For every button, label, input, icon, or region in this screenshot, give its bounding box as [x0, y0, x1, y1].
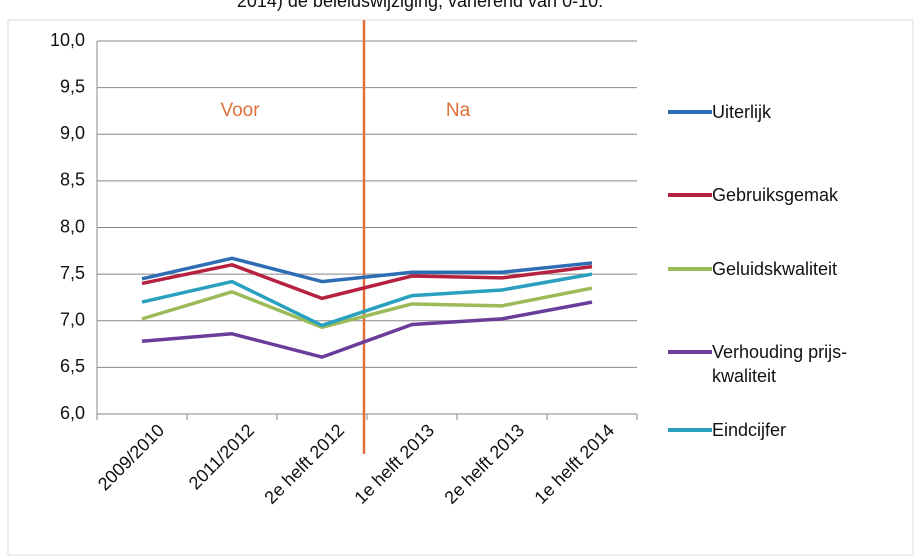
y-tick-label: 6,0: [60, 403, 85, 423]
legend-swatch: [668, 110, 712, 114]
series-line: [141, 256, 593, 284]
legend-label: Uiterlijk: [712, 102, 772, 122]
y-tick-label: 7,0: [60, 310, 85, 330]
legend-item: Gebruiksgemak: [668, 183, 862, 207]
x-tick-label: 2011/2012: [185, 420, 258, 493]
y-tick-label: 9,5: [60, 76, 85, 96]
series-line: [141, 286, 593, 330]
x-tick-label: 1e helft 2014: [530, 420, 618, 508]
legend-label: Verhouding prijs-kwaliteit: [712, 342, 848, 386]
series-line: [141, 263, 593, 301]
legend-item: Eindcijfer: [668, 418, 862, 442]
x-tick-label: 2009/2010: [94, 420, 168, 494]
legend-swatch: [668, 267, 712, 271]
y-tick-label: 7,5: [60, 263, 85, 283]
legend-item: Verhouding prijs-kwaliteit: [668, 340, 862, 388]
annotation: Na: [446, 100, 471, 121]
legend-swatch: [668, 350, 712, 354]
legend-swatch: [668, 193, 712, 197]
legend-item: Uiterlijk: [668, 100, 862, 124]
legend-swatch: [668, 428, 712, 432]
y-tick-label: 8,0: [60, 216, 85, 236]
chart-border: [7, 19, 914, 556]
y-tick-label: 8,5: [60, 170, 85, 190]
legend-label: Geluidskwaliteit: [712, 259, 838, 279]
x-tick-label: 2e helft 2013: [440, 420, 528, 508]
annotation: Voor: [220, 100, 260, 121]
series-line: [141, 300, 593, 359]
legend-item: Geluidskwaliteit: [668, 257, 862, 281]
chart-title: 2014) de beleidswijziging, variërend van…: [237, 0, 603, 11]
x-tick-label: 2e helft 2012: [260, 420, 348, 508]
legend-label: Gebruiksgemak: [712, 185, 839, 205]
series-line: [141, 272, 593, 328]
y-tick-label: 10,0: [50, 30, 85, 50]
legend-label: Eindcijfer: [712, 420, 787, 440]
y-tick-label: 6,5: [60, 356, 85, 376]
y-tick-label: 9,0: [60, 123, 85, 143]
